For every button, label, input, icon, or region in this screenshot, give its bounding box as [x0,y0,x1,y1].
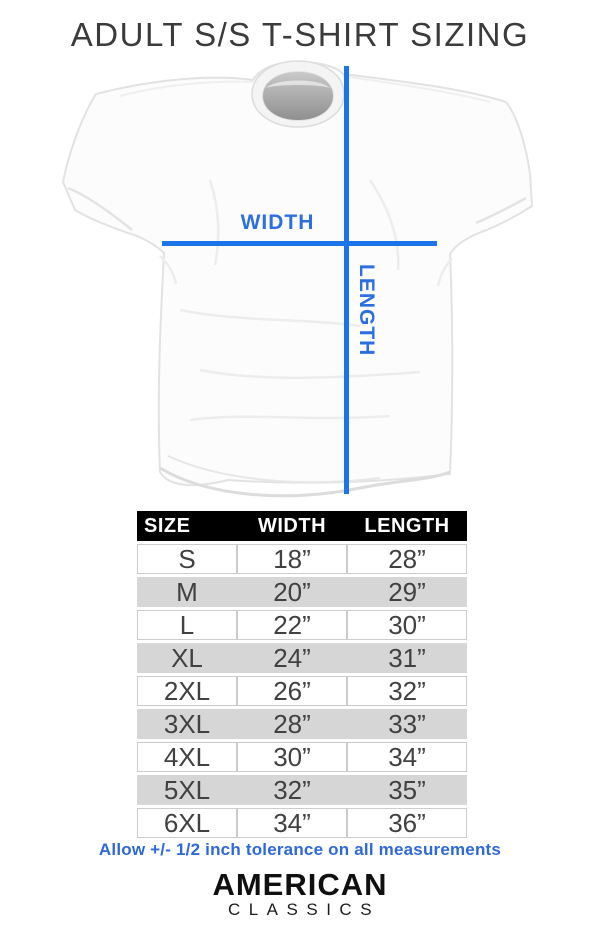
right-cuff-seam [475,196,527,225]
cell-length: 32” [347,676,467,706]
left-cuff-seam [67,186,133,231]
table-row: M 20” 29” [137,577,467,607]
column-header-length: LENGTH [347,511,467,541]
cell-length: 29” [347,577,467,607]
width-label: WIDTH [240,211,315,234]
cell-width: 20” [237,577,347,607]
table-row: 3XL 28” 33” [137,709,467,739]
tshirt-body [62,61,533,487]
cell-size: 3XL [137,709,237,739]
cell-width: 22” [237,610,347,640]
cell-width: 28” [237,709,347,739]
length-label: LENGTH [355,264,378,357]
right-shoulder-seam [342,75,491,103]
cell-length: 33” [347,709,467,739]
hem-fold-light [167,455,381,484]
left-shoulder-seam [119,80,254,97]
cell-size: S [137,544,237,574]
brand-name: AMERICAN [212,867,388,902]
cell-length: 36” [347,808,467,838]
collar-opening [263,72,333,120]
cell-width: 30” [237,742,347,772]
table-row: XL 24” 31” [137,643,467,673]
hem-fold [159,466,451,498]
length-measure-line [344,66,349,494]
table-row: 4XL 30” 34” [137,742,467,772]
cell-size: 6XL [137,808,237,838]
cell-size: 5XL [137,775,237,805]
cell-width: 32” [237,775,347,805]
column-header-width: WIDTH [237,511,347,541]
tshirt-illustration [62,60,533,498]
table-row: L 22” 30” [137,610,467,640]
page-title: ADULT S/S T-SHIRT SIZING [70,16,530,53]
cell-size: XL [137,643,237,673]
cell-width: 26” [237,676,347,706]
width-measure-line [162,241,437,246]
brand-subname: CLASSICS [227,900,381,919]
cell-length: 34” [347,742,467,772]
cell-length: 31” [347,643,467,673]
cell-length: 35” [347,775,467,805]
wrinkle-lines [159,179,453,422]
cell-size: 4XL [137,742,237,772]
table-header-row: SIZE WIDTH LENGTH [137,511,467,541]
column-header-size: SIZE [137,511,237,541]
cell-width: 24” [237,643,347,673]
cell-length: 30” [347,610,467,640]
brand-logo: AMERICAN CLASSICS [0,869,600,919]
cell-width: 18” [237,544,347,574]
collar-back-band [266,80,330,88]
cell-width: 34” [237,808,347,838]
table-row: 6XL 34” 36” [137,808,467,838]
table-row: 5XL 32” 35” [137,775,467,805]
cell-size: L [137,610,237,640]
cell-size: 2XL [137,676,237,706]
size-chart-table: SIZE WIDTH LENGTH S 18” 28” M 20” 29” L … [137,508,467,841]
cell-size: M [137,577,237,607]
table-row: 2XL 26” 32” [137,676,467,706]
tolerance-note: Allow +/- 1/2 inch tolerance on all meas… [98,840,502,859]
cell-length: 28” [347,544,467,574]
table-row: S 18” 28” [137,544,467,574]
